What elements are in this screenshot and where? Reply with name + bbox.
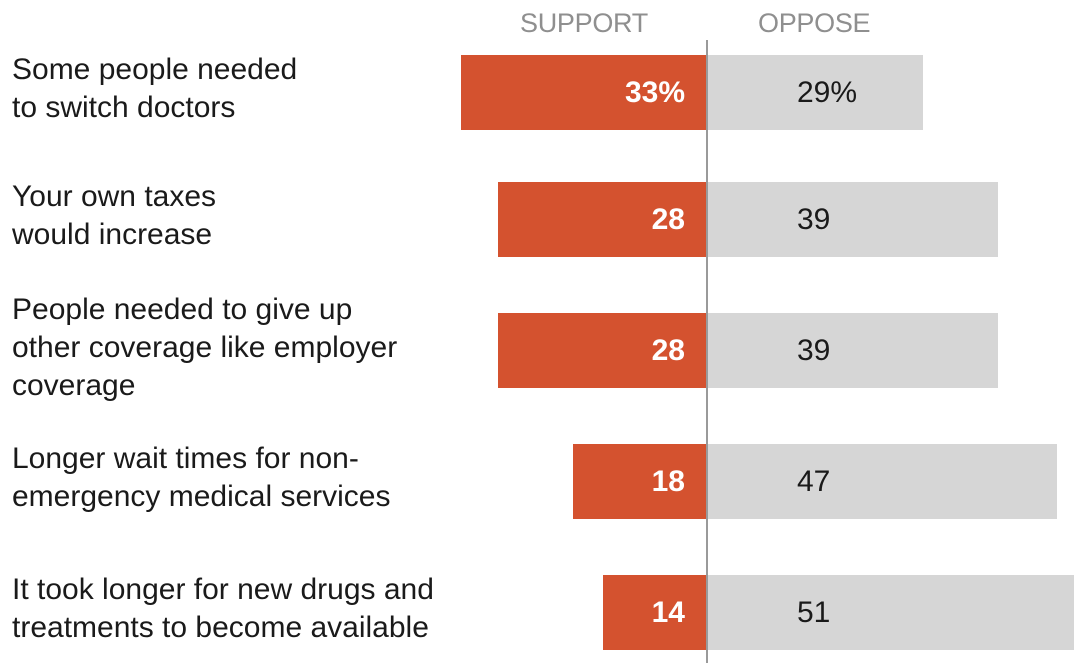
- oppose-value-label: 29%: [797, 76, 858, 109]
- category-label: It took longer for new drugs and treatme…: [12, 573, 434, 644]
- support-bar: [461, 55, 707, 130]
- oppose-value-label: 51: [797, 596, 831, 629]
- oppose-value-label: 39: [797, 334, 831, 367]
- oppose-bar: [707, 313, 998, 388]
- support-value-label: 18: [651, 465, 685, 498]
- support-value-label: 28: [651, 203, 685, 236]
- support-column-header: SUPPORT: [520, 8, 648, 38]
- center-axis-line: [706, 40, 708, 663]
- oppose-bar: [707, 444, 1058, 519]
- support-value-label: 14: [651, 596, 685, 629]
- oppose-value-label: 47: [797, 465, 831, 498]
- category-label: Some people needed to switch doctors: [12, 53, 298, 124]
- support-value-label: 28: [651, 334, 685, 367]
- oppose-column-header: OPPOSE: [758, 8, 871, 38]
- oppose-value-label: 39: [797, 203, 831, 236]
- support-bar: [602, 575, 707, 650]
- category-label: Your own taxes would increase: [12, 180, 217, 251]
- support-bar: [498, 182, 707, 257]
- oppose-bar: [707, 182, 998, 257]
- support-bar: [498, 313, 707, 388]
- oppose-bar: [707, 55, 924, 130]
- category-label: People needed to give up other coverage …: [12, 293, 398, 402]
- oppose-bar: [707, 575, 1074, 650]
- support-value-label: 33%: [624, 76, 685, 109]
- category-label: Longer wait times for non- emergency med…: [12, 442, 391, 513]
- support-bar: [572, 444, 707, 519]
